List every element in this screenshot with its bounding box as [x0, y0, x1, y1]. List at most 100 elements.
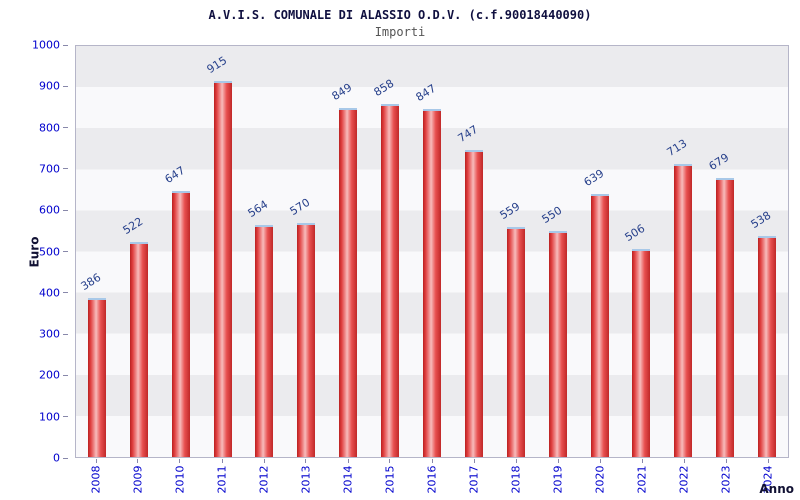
bar-value-label: 550 [539, 203, 564, 226]
x-tick-mark [305, 459, 307, 463]
x-tick-mark [473, 459, 475, 463]
bar-value-label: 522 [120, 215, 146, 238]
bar-value-label: 564 [246, 198, 271, 221]
bar-slot: 679 [704, 46, 746, 457]
x-tick-label: 2016 [425, 465, 439, 494]
x-tick-mark [431, 459, 433, 463]
x-tick-mark [599, 459, 601, 463]
y-tick-label: 300 [39, 327, 60, 341]
x-tick-label: 2015 [383, 465, 397, 494]
bar-slot: 647 [160, 46, 202, 457]
bar-slot: 550 [537, 46, 579, 457]
x-tick-label: 2010 [173, 465, 187, 494]
x-axis-tick-labels: 2008 2009 2010 2011 2012 2013 2014 2015 2016 2017… [75, 459, 789, 500]
bar-slot: 847 [411, 46, 453, 457]
bar [674, 163, 693, 457]
x-tick-label: 2014 [341, 465, 355, 494]
bar-value-label: 570 [287, 195, 313, 218]
y-axis-tick-labels: 0 100 200 300 400 500 600 700 800 900 1000 [0, 39, 68, 465]
x-tick-mark [263, 459, 265, 463]
bar-value-label: 559 [497, 200, 523, 223]
bar-value-label: 639 [581, 167, 606, 190]
bar [339, 108, 358, 457]
bar-value-label: 538 [748, 208, 774, 231]
bar [590, 194, 609, 457]
bar [716, 177, 735, 457]
bar-slot: 386 [76, 46, 118, 457]
y-tick-label: 700 [39, 162, 60, 176]
y-tick-label: 200 [39, 368, 60, 382]
y-tick-label: 0 [53, 451, 60, 465]
bar [464, 149, 483, 457]
bar-slot: 559 [495, 46, 537, 457]
y-tick-mark [63, 333, 68, 335]
chart-subtitle: Importi [374, 25, 426, 39]
bar [171, 191, 190, 457]
y-tick-label: 900 [39, 79, 60, 93]
bar-slot: 522 [118, 46, 160, 457]
bar-slot: 639 [579, 46, 621, 457]
y-tick-mark [63, 85, 68, 87]
y-tick-mark [63, 292, 68, 294]
bar-slot: 849 [327, 46, 369, 457]
y-tick-mark [63, 168, 68, 170]
bar [213, 80, 232, 457]
bar-slot: 858 [369, 46, 411, 457]
bar-value-label: 679 [706, 150, 732, 173]
bar [632, 249, 651, 457]
x-tick-label: 2021 [635, 465, 649, 494]
y-tick-label: 500 [39, 245, 60, 258]
bar [255, 225, 274, 457]
y-tick-mark [63, 44, 68, 46]
x-tick-label: 2008 [89, 465, 103, 494]
chart-title: A.V.I.S. COMUNALE DI ALASSIO O.D.V. (c.f… [208, 8, 592, 22]
x-tick-mark [767, 459, 769, 463]
bar [506, 227, 525, 457]
x-tick-mark [389, 459, 391, 463]
x-tick-label: 2009 [131, 465, 145, 494]
x-tick-mark [641, 459, 643, 463]
y-tick-mark [63, 374, 68, 376]
y-tick-mark [63, 416, 68, 418]
bar-value-label: 713 [664, 136, 690, 159]
x-tick-mark [683, 459, 685, 463]
bar [548, 230, 567, 457]
x-tick-label: 2019 [551, 465, 565, 494]
bar-slot: 564 [244, 46, 286, 457]
x-tick-label: 2018 [509, 465, 523, 494]
x-tick-label: 2013 [299, 465, 313, 494]
x-axis-title: Anno [759, 482, 794, 496]
x-tick-mark [557, 459, 559, 463]
x-tick-mark [137, 459, 139, 463]
bar-slot: 570 [285, 46, 327, 457]
bar [381, 104, 400, 457]
bar-value-label: 386 [78, 271, 104, 294]
x-tick-mark [515, 459, 517, 463]
bar-slot: 538 [746, 46, 788, 457]
y-tick-label: 800 [39, 121, 60, 135]
x-tick-label: 2022 [677, 465, 691, 494]
x-tick-mark [221, 459, 223, 463]
x-tick-label: 2012 [257, 465, 271, 494]
bar [129, 242, 148, 457]
bar-slot: 747 [453, 46, 495, 457]
bar [87, 298, 106, 457]
bar [758, 235, 777, 457]
bar-value-label: 747 [455, 122, 481, 145]
x-tick-mark [347, 459, 349, 463]
bar-value-label: 647 [162, 163, 187, 187]
y-tick-mark [63, 251, 68, 252]
bar [422, 108, 441, 457]
x-tick-label: 2017 [467, 465, 481, 494]
y-tick-label: 1000 [32, 38, 60, 52]
y-tick-label: 100 [39, 410, 60, 424]
x-tick-label: 2011 [215, 465, 229, 494]
y-tick-mark [63, 457, 68, 459]
x-tick-mark [95, 459, 97, 463]
bar-slot: 506 [620, 46, 662, 457]
bar-slot: 713 [662, 46, 704, 457]
x-tick-label: 2020 [593, 465, 607, 494]
bar-value-label: 915 [204, 53, 229, 76]
x-tick-mark [179, 459, 181, 463]
